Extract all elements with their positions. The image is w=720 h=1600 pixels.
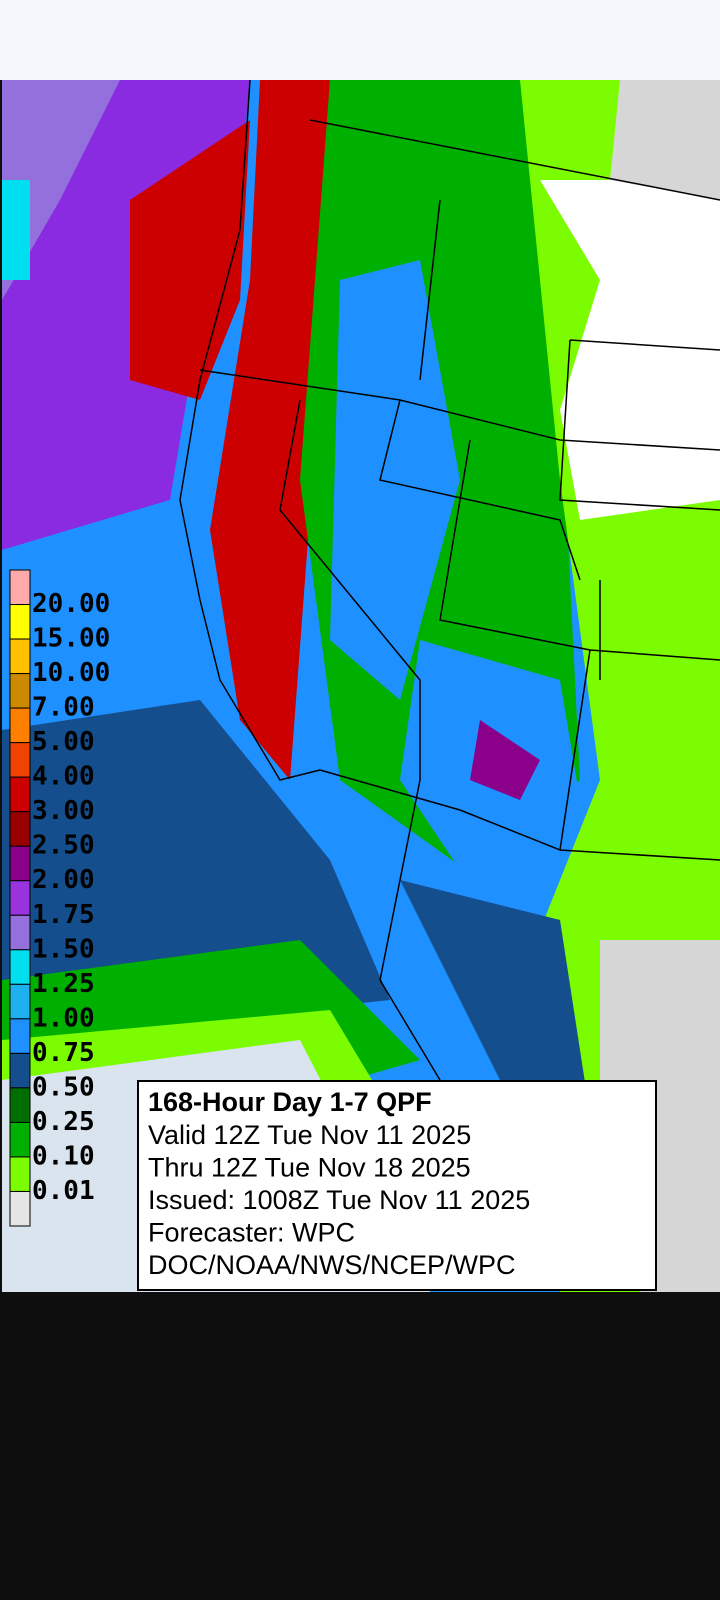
legend-swatch [9, 1087, 31, 1123]
legend-swatch [9, 569, 31, 606]
ocean-red [130, 120, 250, 400]
legend-swatch [9, 1052, 31, 1089]
legend-swatch [9, 707, 31, 744]
legend-swatch [9, 1156, 31, 1192]
legend-label: 0.75 [32, 1038, 95, 1068]
info-line: Valid 12Z Tue Nov 11 2025 [148, 1120, 471, 1150]
ocean-lavender [2, 80, 120, 300]
interior-blue [330, 260, 460, 700]
legend-label: 0.10 [32, 1141, 95, 1171]
northeast-gray [610, 80, 720, 200]
info-line: Forecaster: WPC [148, 1218, 355, 1248]
legend-label: 10.00 [32, 658, 110, 688]
top-bar [0, 0, 720, 80]
coast-red [210, 80, 330, 780]
info-title: 168-Hour Day 1-7 QPF [148, 1087, 432, 1117]
legend-label: 0.50 [32, 1072, 95, 1102]
legend-label: 0.01 [32, 1176, 95, 1206]
legend-label: 2.00 [32, 865, 95, 895]
legend-swatch [9, 949, 31, 985]
info-box-frame [137, 1080, 657, 1291]
info-line: DOC/NOAA/NWS/NCEP/WPC [148, 1250, 516, 1280]
legend-label: 3.00 [32, 796, 95, 826]
info-box: 168-Hour Day 1-7 QPF Valid 12Z Tue Nov 1… [137, 1080, 657, 1291]
ocean-cyan [2, 180, 30, 280]
info-line: Issued: 1008Z Tue Nov 11 2025 [148, 1185, 530, 1215]
legend-label: 1.75 [32, 900, 95, 930]
legend-label: 4.00 [32, 762, 95, 792]
legend-swatch [9, 1190, 31, 1227]
legend-swatch [9, 604, 31, 640]
legend-label: 1.00 [32, 1003, 95, 1033]
legend-label: 20.00 [32, 589, 110, 619]
legend-swatch [9, 776, 31, 813]
legend-label: 2.50 [32, 831, 95, 861]
legend-swatch [9, 845, 31, 882]
state-borders [179, 80, 720, 1081]
legend-label: 7.00 [32, 693, 95, 723]
legend-swatch [9, 673, 31, 709]
legend-swatch [9, 742, 31, 778]
east-white [540, 180, 720, 520]
legend-label: 1.50 [32, 934, 95, 964]
legend-swatch [9, 811, 31, 847]
legend-swatch [9, 638, 31, 675]
arizona-purple [470, 720, 540, 800]
legend-swatch [9, 983, 31, 1020]
legend-swatch [9, 1121, 31, 1158]
legend-label: 5.00 [32, 727, 95, 757]
qpf-map: 20.00 15.00 10.00 7.00 5.00 4.00 3.00 2.50 2.00 1… [2, 80, 720, 1292]
legend-swatch [9, 1018, 31, 1054]
legend-label: 1.25 [32, 969, 95, 999]
legend-swatch [9, 914, 31, 951]
legend-label: 15.00 [32, 624, 110, 654]
legend-swatch [9, 880, 31, 916]
legend-label: 0.25 [32, 1107, 95, 1137]
legend: 20.00 15.00 10.00 7.00 5.00 4.00 3.00 2.50 2.00 1… [9, 569, 110, 1227]
info-line: Thru 12Z Tue Nov 18 2025 [148, 1153, 471, 1183]
